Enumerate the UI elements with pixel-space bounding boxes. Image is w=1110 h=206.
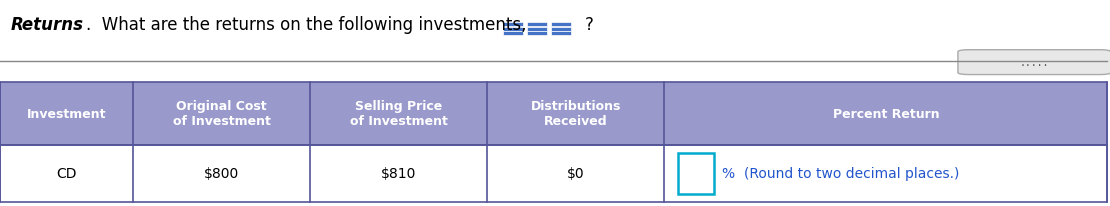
Text: Returns: Returns xyxy=(11,16,84,34)
Text: $800: $800 xyxy=(204,167,239,180)
Text: Original Cost
of Investment: Original Cost of Investment xyxy=(172,100,271,128)
FancyBboxPatch shape xyxy=(552,32,572,36)
Text: .  What are the returns on the following investments,: . What are the returns on the following … xyxy=(87,16,527,34)
Text: %  (Round to two decimal places.): % (Round to two decimal places.) xyxy=(722,167,959,180)
Text: $810: $810 xyxy=(381,167,416,180)
FancyBboxPatch shape xyxy=(552,28,572,32)
FancyBboxPatch shape xyxy=(552,23,572,27)
FancyBboxPatch shape xyxy=(678,153,715,194)
FancyBboxPatch shape xyxy=(503,28,523,32)
Text: $0: $0 xyxy=(567,167,585,180)
FancyBboxPatch shape xyxy=(503,32,523,36)
FancyBboxPatch shape xyxy=(527,28,547,32)
FancyBboxPatch shape xyxy=(0,82,1108,145)
Text: Distributions
Received: Distributions Received xyxy=(531,100,622,128)
FancyBboxPatch shape xyxy=(0,145,1108,202)
FancyBboxPatch shape xyxy=(503,23,523,27)
FancyBboxPatch shape xyxy=(527,32,547,36)
Text: Selling Price
of Investment: Selling Price of Investment xyxy=(350,100,447,128)
FancyBboxPatch shape xyxy=(527,23,547,27)
Text: Percent Return: Percent Return xyxy=(832,107,939,120)
Text: .....: ..... xyxy=(1020,58,1049,68)
Text: ?: ? xyxy=(585,16,594,34)
FancyBboxPatch shape xyxy=(958,50,1110,75)
Text: CD: CD xyxy=(57,167,77,180)
Text: Investment: Investment xyxy=(27,107,107,120)
